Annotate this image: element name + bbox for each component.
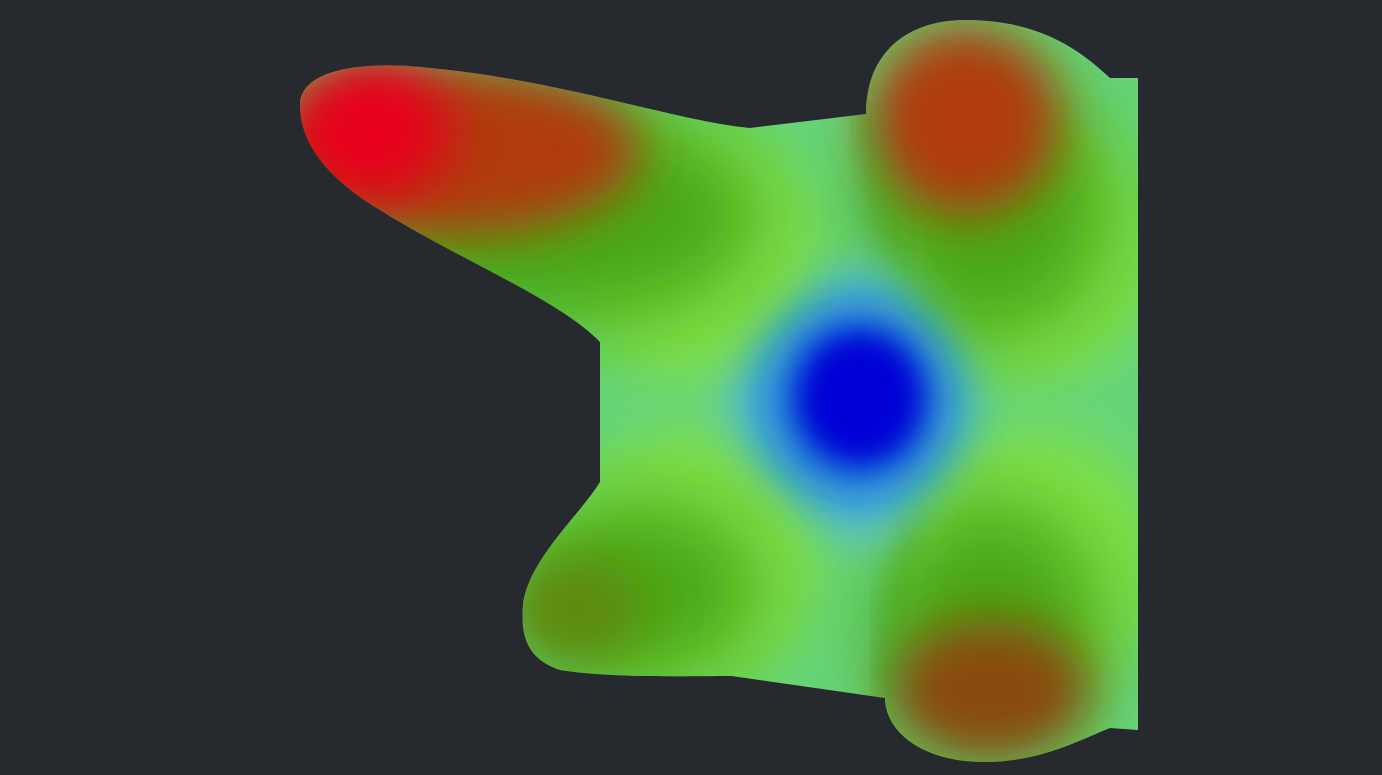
- surface-mesh: [300, 20, 1138, 762]
